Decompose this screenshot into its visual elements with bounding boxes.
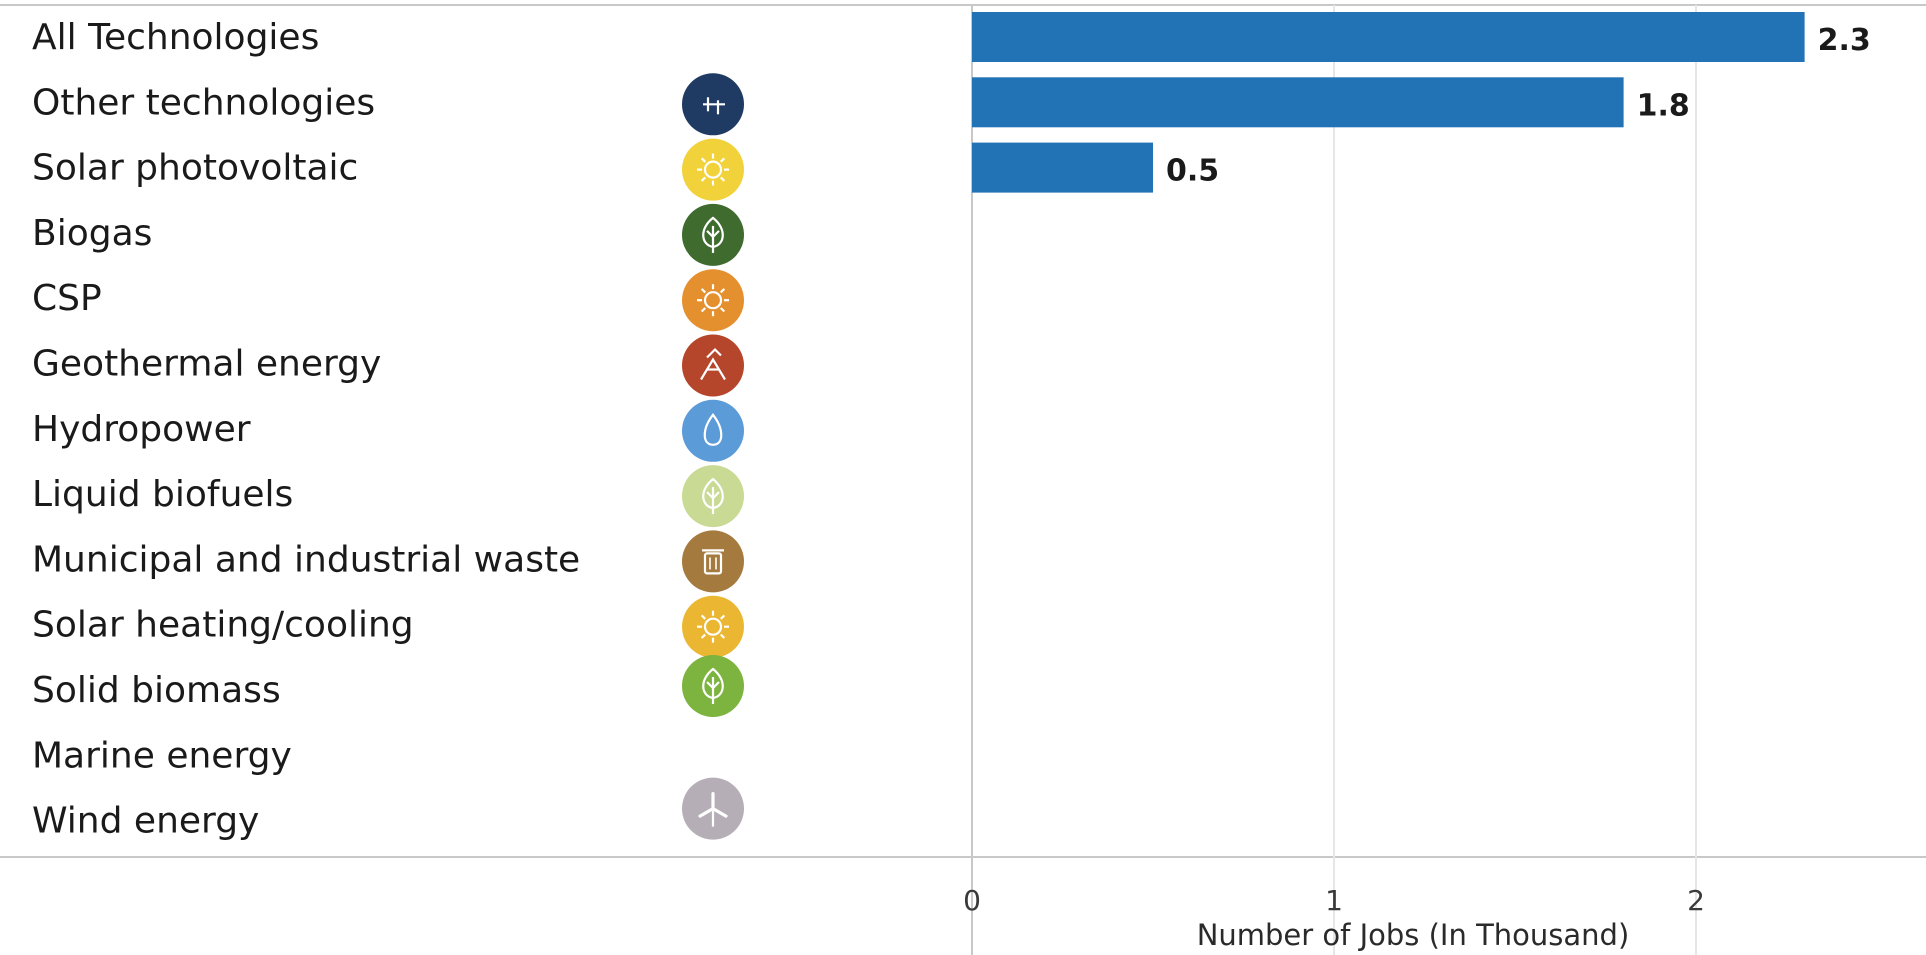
leaf-icon — [682, 655, 744, 717]
category-label: Biogas — [32, 213, 152, 254]
category-label: Solar heating/cooling — [32, 605, 414, 646]
category-label: Solid biomass — [32, 670, 281, 711]
x-tick-labels: 0 1 2 — [963, 884, 1705, 917]
bars — [972, 12, 1805, 193]
bar — [972, 142, 1153, 193]
water-drop-icon — [682, 399, 744, 462]
value-label: 2.3 — [1818, 23, 1871, 58]
sun-icon — [682, 138, 744, 201]
x-tick-label: 1 — [1325, 884, 1343, 917]
leaf-icon — [682, 203, 744, 266]
wind-turbine-icon — [682, 777, 744, 840]
leaf-icon — [682, 465, 744, 528]
geothermal-icon — [682, 334, 744, 397]
category-label: Solar photovoltaic — [32, 148, 358, 189]
x-tick-label: 2 — [1687, 884, 1705, 917]
x-axis-title: Number of Jobs (In Thousand) — [1197, 918, 1630, 952]
x-gridlines — [1333, 5, 1697, 955]
other-technologies-icon — [682, 73, 744, 136]
bar — [972, 77, 1624, 128]
sun-icon — [682, 269, 744, 332]
sun-icon — [682, 595, 744, 658]
bar — [972, 12, 1805, 62]
technology-icons — [682, 73, 744, 840]
category-label: Hydropower — [32, 409, 251, 450]
category-label: CSP — [32, 278, 102, 319]
category-label: Geothermal energy — [32, 344, 381, 385]
category-label: Marine energy — [32, 735, 292, 776]
category-labels: All Technologies Other technologies Solar … — [32, 17, 580, 842]
category-label: All Technologies — [32, 17, 319, 58]
x-tick-label: 0 — [963, 884, 981, 917]
value-label: 1.8 — [1637, 88, 1690, 123]
trash-bin-icon — [682, 530, 744, 593]
category-label: Municipal and industrial waste — [32, 539, 580, 580]
value-labels: 2.3 1.8 0.5 — [1166, 23, 1871, 189]
category-label: Liquid biofuels — [32, 474, 293, 515]
value-label: 0.5 — [1166, 154, 1219, 189]
category-label: Other technologies — [32, 82, 375, 123]
category-label: Wind energy — [32, 801, 259, 842]
